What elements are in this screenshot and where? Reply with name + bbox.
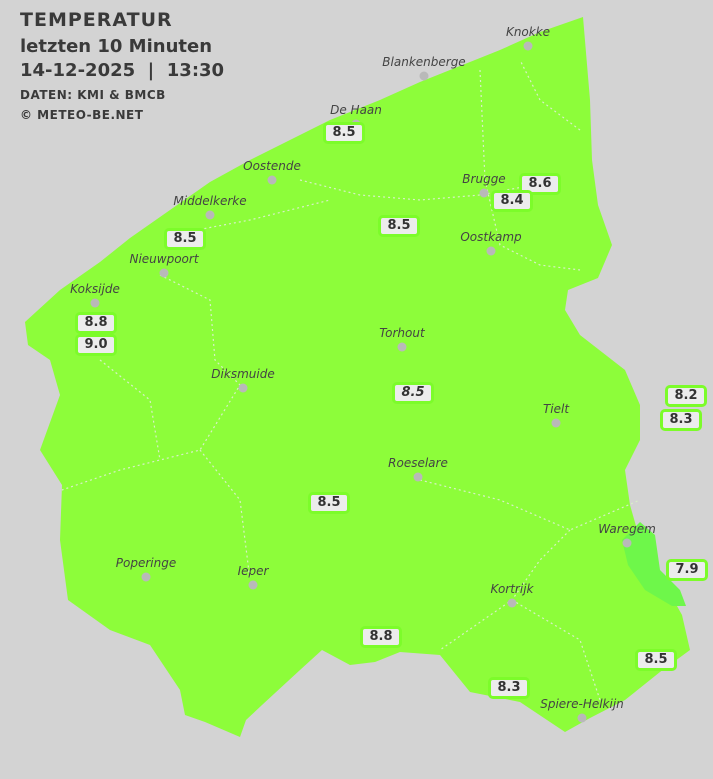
city-marker bbox=[486, 246, 496, 256]
city-label: Waregem bbox=[598, 522, 656, 536]
city-marker bbox=[507, 598, 517, 608]
city-label: Oostkamp bbox=[460, 230, 522, 244]
city-label: Oostende bbox=[243, 159, 301, 173]
city-label: Brugge bbox=[462, 172, 506, 186]
city-label: De Haan bbox=[330, 103, 382, 117]
city-label: Torhout bbox=[379, 326, 425, 340]
city-label: Poperinge bbox=[115, 556, 177, 570]
map-datetime: 14-12-2025 | 13:30 bbox=[20, 60, 225, 81]
city-label: Ieper bbox=[237, 564, 269, 578]
city-marker bbox=[248, 580, 258, 590]
map-subtitle: letzten 10 Minuten bbox=[20, 36, 213, 57]
city-marker bbox=[205, 210, 215, 220]
temperature-reading[interactable]: 8.3 bbox=[660, 409, 702, 431]
city-label: Tielt bbox=[542, 402, 570, 416]
temperature-reading[interactable]: 8.2 bbox=[665, 385, 707, 407]
city-marker bbox=[90, 298, 100, 308]
city-marker bbox=[159, 268, 169, 278]
city-label: Blankenberge bbox=[382, 55, 466, 69]
city-marker bbox=[577, 713, 587, 723]
city-marker bbox=[267, 175, 277, 185]
city-label: Kortrijk bbox=[490, 582, 534, 596]
temperature-reading[interactable]: 8.5 bbox=[308, 492, 350, 514]
temperature-reading[interactable]: 8.5 bbox=[164, 228, 206, 250]
city-label: Diksmuide bbox=[211, 367, 275, 381]
city-marker bbox=[551, 418, 561, 428]
city-marker bbox=[479, 188, 489, 198]
city-marker bbox=[397, 342, 407, 352]
city-label: Roeselare bbox=[388, 456, 448, 470]
map-title: TEMPERATUR bbox=[20, 9, 173, 31]
temperature-reading[interactable]: 8.5 bbox=[635, 649, 677, 671]
temperature-reading[interactable]: 8.8 bbox=[360, 626, 402, 648]
city-label: Spiere-Helkijn bbox=[540, 697, 624, 711]
temperature-reading[interactable]: 8.4 bbox=[491, 190, 533, 212]
temperature-reading[interactable]: 8.8 bbox=[75, 312, 117, 334]
city-label: Koksijde bbox=[70, 282, 120, 296]
copyright: © METEO-BE.NET bbox=[20, 108, 144, 122]
temperature-reading[interactable]: 9.0 bbox=[75, 334, 117, 356]
city-marker bbox=[523, 41, 533, 51]
cold-patch bbox=[622, 522, 686, 606]
temperature-reading[interactable]: 8.5 bbox=[392, 382, 434, 404]
city-marker bbox=[238, 383, 248, 393]
city-label: Nieuwpoort bbox=[129, 252, 199, 266]
data-source: DATEN: KMI & BMCB bbox=[20, 88, 166, 102]
city-marker bbox=[419, 71, 429, 81]
temperature-reading[interactable]: 8.5 bbox=[378, 215, 420, 237]
temperature-reading[interactable]: 8.3 bbox=[488, 677, 530, 699]
city-label: Middelkerke bbox=[173, 194, 247, 208]
city-marker bbox=[141, 572, 151, 582]
city-marker bbox=[622, 538, 632, 548]
temperature-reading[interactable]: 7.9 bbox=[666, 559, 708, 581]
city-marker bbox=[413, 472, 423, 482]
temperature-reading[interactable]: 8.5 bbox=[323, 122, 365, 144]
temperature-reading[interactable]: 8.6 bbox=[519, 173, 561, 195]
city-label: Knokke bbox=[505, 25, 551, 39]
